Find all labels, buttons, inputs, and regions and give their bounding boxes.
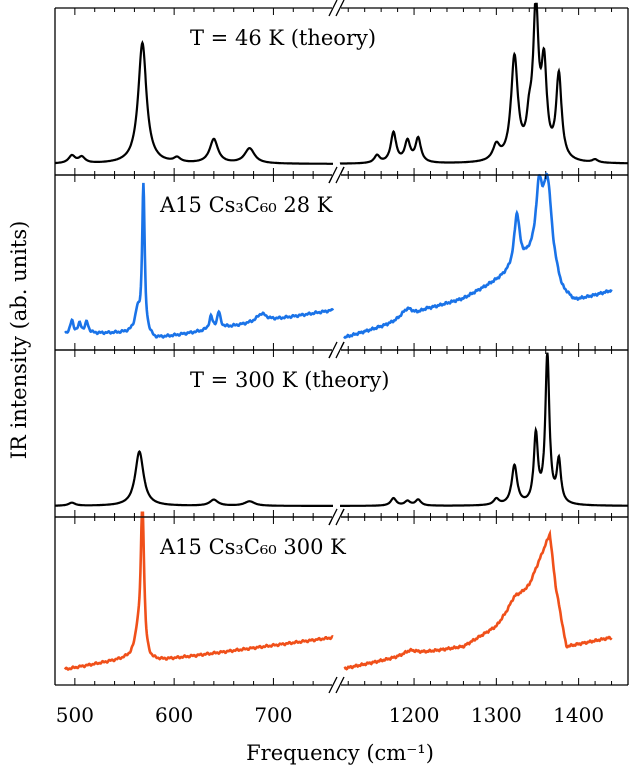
x-tick-label: 1400 [553,703,604,727]
panel-label-2: A15 Cs₃C₆₀ 28 K [159,193,333,217]
axis-break-gap [332,677,341,693]
axis-break-mark [335,508,345,526]
y-axis-label: IR intensity (ab. units) [7,221,31,460]
x-axis-label: Frequency (cm⁻¹) [246,741,434,765]
panel-4: A15 Cs₃C₆₀ 300 K [54,508,629,694]
x-tick-label: 1200 [389,703,440,727]
axis-break-mark [328,0,338,17]
series-line-left [55,40,333,165]
panels: T = 46 K (theory) A15 Cs₃C₆₀ 28 K T = 300 … [54,0,629,694]
series-line-right [343,528,613,671]
x-tick-label: 500 [56,703,94,727]
axis-break-mark [328,508,338,526]
panel-2: A15 Cs₃C₆₀ 28 K [54,166,629,359]
axis-break-gap [332,509,341,525]
axis-break-mark [335,166,345,184]
axis-break-mark [335,676,345,694]
x-tick-label: 700 [254,703,292,727]
x-tick-label: 1300 [471,703,522,727]
x-tick-label: 600 [155,703,193,727]
series-line-left [55,450,333,507]
axis-break-mark [335,0,345,17]
series-line-left [64,182,335,339]
series-line-right [340,352,628,507]
panel-label-4: A15 Cs₃C₆₀ 300 K [159,535,346,559]
axis-break-mark [328,676,338,694]
x-ticks: 500 600 700 1200 1300 1400 [56,703,604,727]
axis-break-mark [328,166,338,184]
series-line-right [339,2,628,165]
panel-3: T = 300 K (theory) [54,341,629,526]
axis-break-gap [332,342,341,358]
panel-1: T = 46 K (theory) [54,0,629,184]
axis-break-mark [335,341,345,359]
panel-label-1: T = 46 K (theory) [190,26,376,50]
series-line-left [63,511,334,671]
series-line-right [343,172,613,340]
axis-break-mark [328,341,338,359]
panel-label-3: T = 300 K (theory) [190,368,389,392]
axis-break-gap [332,0,341,16]
axis-break-gap [332,167,341,183]
